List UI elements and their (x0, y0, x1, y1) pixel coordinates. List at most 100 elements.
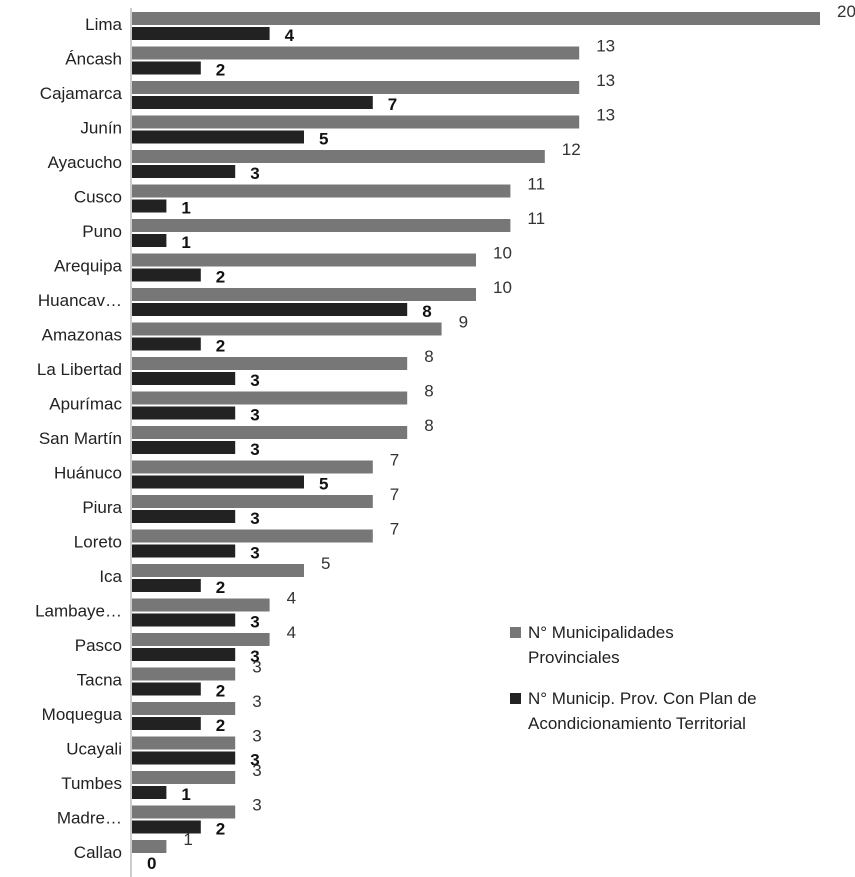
value-label-con-plan-san-martin: 3 (250, 440, 259, 459)
bar-con-plan-ucayali (132, 751, 236, 765)
bar-con-plan-arequipa (132, 268, 201, 282)
category-label-ancash: Áncash (65, 50, 122, 69)
category-label-tumbes: Tumbes (61, 774, 122, 793)
category-label-cajamarca: Cajamarca (40, 84, 123, 103)
bar-con-plan-tacna (132, 682, 201, 696)
value-label-con-plan-huanuco: 5 (319, 475, 328, 494)
value-label-con-plan-amazonas: 2 (216, 337, 225, 356)
bar-con-plan-madre (132, 820, 201, 834)
bar-con-plan-ayacucho (132, 165, 236, 178)
value-label-con-plan-loreto: 3 (250, 544, 259, 563)
value-label-municipalidades-callao: 1 (183, 830, 192, 849)
category-label-ica: Ica (99, 567, 122, 586)
value-label-con-plan-ica: 2 (216, 578, 225, 597)
category-label-huancav: Huancav… (38, 291, 122, 310)
value-label-municipalidades-la-libertad: 8 (424, 347, 433, 366)
bar-municipalidades-ica (132, 564, 304, 577)
value-label-municipalidades-apurimac: 8 (424, 382, 433, 401)
bar-municipalidades-huanuco (132, 460, 373, 474)
value-label-con-plan-huancav: 8 (422, 302, 431, 321)
bar-municipalidades-tacna (132, 667, 236, 681)
value-label-municipalidades-lima: 20 (837, 2, 855, 21)
legend-label-line2: Acondicionamiento Territorial (528, 714, 746, 733)
value-label-municipalidades-loreto: 7 (390, 520, 399, 539)
value-label-con-plan-la-libertad: 3 (250, 371, 259, 390)
value-label-municipalidades-cusco: 11 (527, 175, 545, 194)
bar-municipalidades-cusco (132, 184, 511, 198)
bar-municipalidades-arequipa (132, 253, 476, 267)
value-label-municipalidades-arequipa: 10 (493, 244, 512, 263)
bar-municipalidades-san-martin (132, 426, 408, 439)
value-label-municipalidades-ayacucho: 12 (562, 140, 581, 159)
value-label-con-plan-lima: 4 (285, 26, 295, 45)
category-label-pasco: Pasco (75, 636, 122, 655)
value-label-municipalidades-cajamarca: 13 (596, 71, 615, 90)
bar-con-plan-junin (132, 130, 304, 144)
value-label-municipalidades-puno: 11 (527, 209, 545, 228)
value-label-con-plan-junin: 5 (319, 130, 328, 149)
value-label-municipalidades-huanuco: 7 (390, 451, 399, 470)
legend-swatch-gray (510, 627, 521, 638)
category-label-junin: Junín (80, 119, 122, 138)
value-label-municipalidades-san-martin: 8 (424, 416, 433, 435)
bar-con-plan-cajamarca (132, 96, 373, 109)
value-label-municipalidades-huancav: 10 (493, 278, 512, 297)
bar-con-plan-tumbes (132, 786, 167, 799)
category-label-huanuco: Huánuco (54, 464, 122, 483)
value-label-municipalidades-tumbes: 3 (252, 761, 261, 780)
bar-con-plan-huancav (132, 303, 408, 316)
bar-municipalidades-cajamarca (132, 81, 580, 94)
bar-con-plan-san-martin (132, 441, 236, 454)
value-label-con-plan-pasco: 3 (250, 647, 259, 666)
value-label-con-plan-tumbes: 1 (181, 785, 190, 804)
bar-municipalidades-moquegua (132, 702, 236, 715)
bars-group (132, 12, 820, 853)
bar-con-plan-loreto (132, 544, 236, 558)
bar-municipalidades-junin (132, 115, 580, 129)
category-label-arequipa: Arequipa (54, 257, 123, 276)
bar-municipalidades-la-libertad (132, 357, 408, 370)
bar-municipalidades-lima (132, 12, 820, 25)
value-label-municipalidades-tacna: 3 (252, 658, 261, 677)
bar-con-plan-cusco (132, 199, 167, 213)
value-label-con-plan-ancash: 2 (216, 61, 225, 80)
category-label-san-martin: San Martín (39, 429, 122, 448)
category-label-piura: Piura (82, 498, 122, 517)
value-label-con-plan-arequipa: 2 (216, 268, 225, 287)
bar-con-plan-amazonas (132, 337, 201, 351)
value-label-municipalidades-lambaye: 4 (287, 589, 296, 608)
bar-municipalidades-madre (132, 805, 236, 819)
legend-label-line2: Provinciales (528, 648, 620, 667)
value-label-municipalidades-amazonas: 9 (459, 313, 468, 332)
category-label-ucayali: Ucayali (66, 740, 122, 759)
category-label-cusco: Cusco (74, 188, 122, 207)
value-label-con-plan-cusco: 1 (181, 199, 190, 218)
bar-con-plan-huanuco (132, 475, 304, 489)
bar-municipalidades-callao (132, 840, 167, 853)
category-label-callao: Callao (74, 843, 122, 862)
value-label-con-plan-tacna: 2 (216, 682, 225, 701)
legend-swatch-black (510, 693, 521, 704)
value-label-con-plan-ayacucho: 3 (250, 164, 259, 183)
bar-municipalidades-ucayali (132, 736, 236, 750)
category-label-madre: Madre… (57, 809, 122, 828)
value-label-con-plan-puno: 1 (181, 233, 190, 252)
bar-con-plan-lambaye (132, 613, 236, 627)
bar-municipalidades-tumbes (132, 771, 236, 784)
bar-con-plan-moquegua (132, 717, 201, 730)
legend-label-line1: N° Municipalidades (528, 623, 674, 642)
value-label-municipalidades-madre: 3 (252, 796, 261, 815)
value-label-con-plan-apurimac: 3 (250, 406, 259, 425)
bar-municipalidades-ancash (132, 46, 580, 60)
category-label-puno: Puno (82, 222, 122, 241)
bar-con-plan-apurimac (132, 406, 236, 420)
bar-municipalidades-pasco (132, 633, 270, 646)
labels-group: Lima204Áncash132Cajamarca137Junín135Ayac… (35, 2, 855, 873)
legend-item-con-plan: N° Municip. Prov. Con Plan de Acondicion… (510, 686, 850, 736)
category-label-loreto: Loreto (74, 533, 122, 552)
bar-con-plan-piura (132, 510, 236, 523)
value-label-municipalidades-moquegua: 3 (252, 692, 261, 711)
value-label-con-plan-madre: 2 (216, 820, 225, 839)
legend-item-municipalidades: N° Municipalidades Provinciales (510, 620, 850, 670)
